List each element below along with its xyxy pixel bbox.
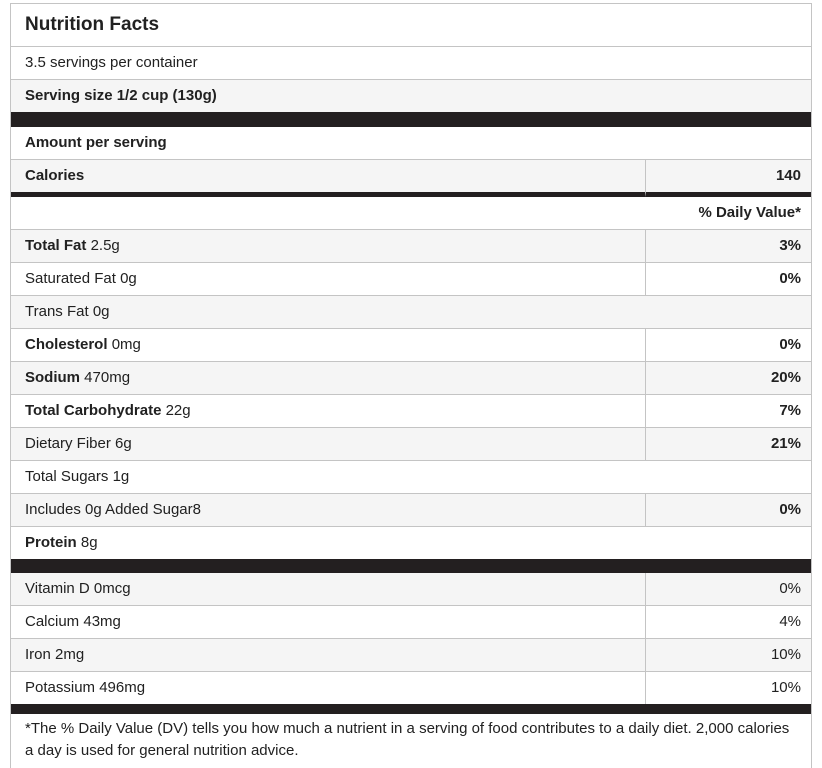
nutrient-row-iron: Iron 2mg 10% (11, 639, 811, 672)
nutrient-amount: 1g (112, 468, 130, 485)
nutrient-name: Total Carbohydrate (25, 402, 162, 419)
nutrient-row-total-fat: Total Fat 2.5g 3% (11, 230, 811, 263)
calories-value: 140 (645, 160, 811, 197)
daily-value-header: % Daily Value* (11, 197, 811, 230)
nutrient-amount: 2mg (55, 646, 85, 663)
nutrient-row-total-sugars: Total Sugars 1g (11, 461, 811, 494)
nutrient-dv: 3% (645, 230, 811, 263)
nutrient-row-total-carbohydrate: Total Carbohydrate 22g 7% (11, 395, 811, 428)
nutrient-row-vitamin-d: Vitamin D 0mcg 0% (11, 573, 811, 606)
nutrient-name: Includes 0g Added Sugar8 (25, 501, 201, 518)
nutrient-dv: 0% (645, 329, 811, 362)
nutrient-name: Total Fat (25, 237, 87, 254)
nutrient-amount: 8g (80, 534, 98, 551)
daily-value-footnote: *The % Daily Value (DV) tells you how mu… (25, 720, 790, 759)
nutrient-amount: 6g (115, 435, 132, 452)
calories-label: Calories (11, 160, 645, 197)
nutrient-dv: 0% (645, 573, 811, 606)
nutrient-row-dietary-fiber: Dietary Fiber 6g 21% (11, 428, 811, 461)
nutrient-row-trans-fat: Trans Fat 0g (11, 296, 811, 329)
nutrient-name: Calcium (25, 613, 80, 630)
amount-per-serving-label: Amount per serving (11, 127, 811, 160)
nutrient-name: Sodium (25, 369, 80, 386)
servings-per-container: 3.5 servings per container (11, 47, 811, 80)
nutrient-row-cholesterol: Cholesterol 0mg 0% (11, 329, 811, 362)
nutrient-name: Trans Fat (25, 303, 89, 320)
nutrient-name: Vitamin D (25, 580, 90, 597)
nutrient-amount: 0g (92, 303, 110, 320)
nutrient-row-added-sugars: Includes 0g Added Sugar8 0% (11, 494, 811, 527)
nutrient-dv: 0% (645, 494, 811, 527)
nutrition-table: Calories 140 % Daily Value* Total Fat 2.… (11, 160, 811, 714)
separator-bar-bottom (11, 704, 811, 714)
serving-size: Serving size 1/2 cup (130g) (11, 80, 811, 112)
nutrition-facts-label: Nutrition Facts 3.5 servings per contain… (10, 3, 812, 768)
nutrient-name: Cholesterol (25, 336, 108, 353)
nutrient-amount: 470mg (84, 369, 131, 386)
nutrient-amount: 2.5g (90, 237, 120, 254)
nutrient-dv: 20% (645, 362, 811, 395)
nutrient-row-saturated-fat: Saturated Fat 0g 0% (11, 263, 811, 296)
nutrient-amount: 0mg (111, 336, 141, 353)
nutrient-dv: 7% (645, 395, 811, 428)
nutrient-dv: 21% (645, 428, 811, 461)
nutrient-name: Iron (25, 646, 51, 663)
nutrient-name: Potassium (25, 679, 96, 696)
nutrient-row-protein: Protein 8g (11, 527, 811, 559)
nutrient-amount: 22g (165, 402, 191, 419)
separator-bar-middle (11, 559, 811, 573)
nutrient-name: Dietary Fiber (25, 435, 111, 452)
nutrient-dv: 10% (645, 639, 811, 672)
nutrient-row-potassium: Potassium 496mg 10% (11, 672, 811, 704)
nutrient-name: Total Sugars (25, 468, 109, 485)
nutrient-amount: 0g (120, 270, 137, 287)
nutrient-name: Protein (25, 534, 77, 551)
nutrient-amount: 496mg (99, 679, 146, 696)
nutrient-row-calcium: Calcium 43mg 4% (11, 606, 811, 639)
nutrient-name: Saturated Fat (25, 270, 116, 287)
nutrient-dv: 4% (645, 606, 811, 639)
daily-value-header-row: % Daily Value* (11, 197, 811, 230)
separator-bar-top (11, 112, 811, 127)
nutrient-dv: 10% (645, 672, 811, 704)
nutrient-row-sodium: Sodium 470mg 20% (11, 362, 811, 395)
nutrient-amount: 0mcg (93, 580, 131, 597)
nutrient-amount: 43mg (83, 613, 121, 630)
calories-row: Calories 140 (11, 160, 811, 197)
label-title: Nutrition Facts (11, 4, 811, 47)
nutrient-dv: 0% (645, 263, 811, 296)
